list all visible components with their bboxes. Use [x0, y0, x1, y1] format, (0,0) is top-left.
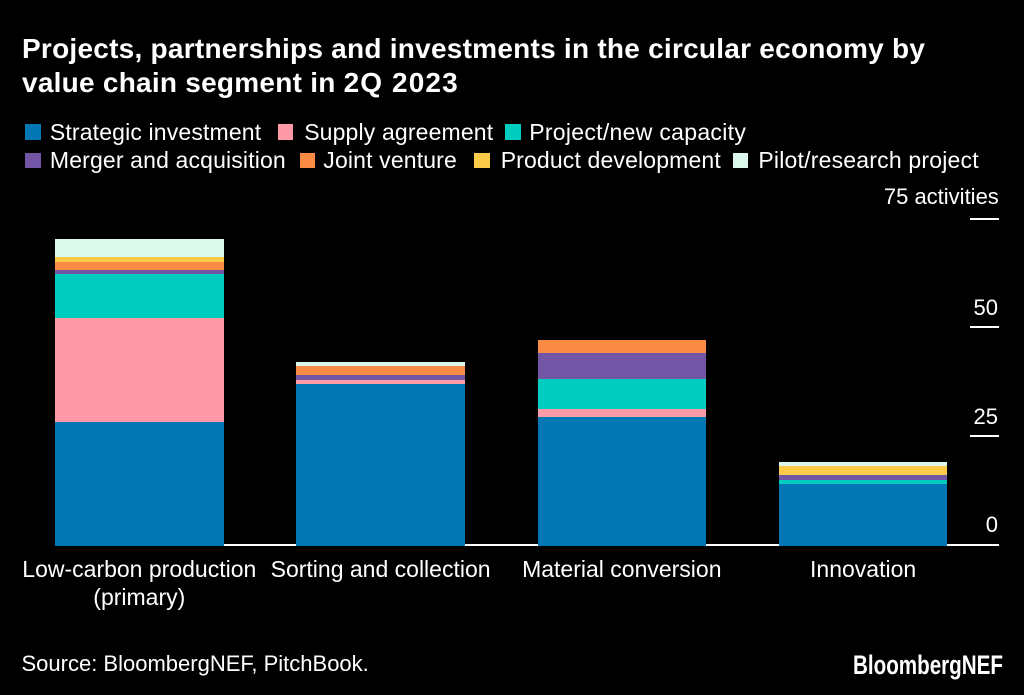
- svg-text:BloombergNEF: BloombergNEF: [853, 650, 1003, 680]
